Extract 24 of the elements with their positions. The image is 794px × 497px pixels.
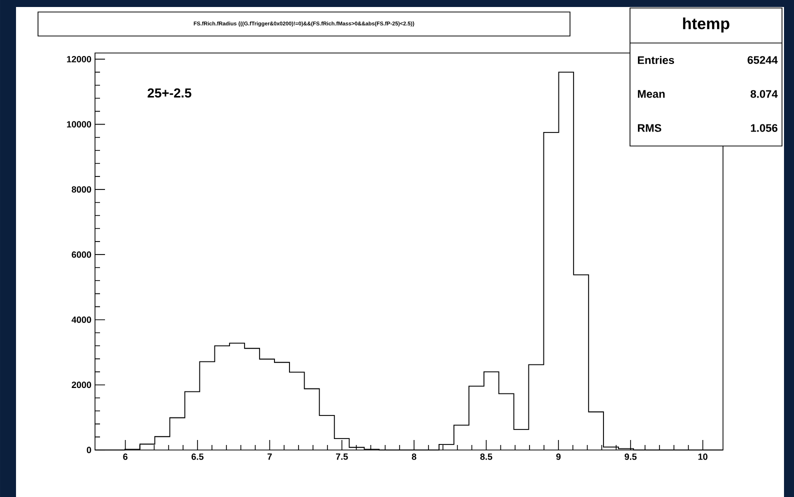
x-tick-label: 7 xyxy=(268,454,272,460)
text: 1.056 xyxy=(750,124,778,132)
text: 65244 xyxy=(748,56,778,64)
x-tick-label: 8 xyxy=(412,454,416,460)
y-tick-label: 0 xyxy=(86,446,92,454)
x-tick-label: 6.5 xyxy=(192,454,204,460)
y-tick-label: 12000 xyxy=(67,56,92,62)
y-tick-label: 6000 xyxy=(72,251,92,258)
x-tick-label: 7.5 xyxy=(336,454,348,460)
annotation: RMS xyxy=(638,124,662,132)
y-tick-label: 10000 xyxy=(67,121,92,128)
annotation: Entries xyxy=(638,56,674,64)
x-tick-label: 9.5 xyxy=(624,454,637,460)
annotation: Mean xyxy=(638,90,665,98)
x-tick-label: 6 xyxy=(123,454,128,460)
annotation: 25+-2.5 xyxy=(148,88,192,98)
y-tick-label: 4000 xyxy=(72,316,92,323)
x-tick-label: 8.5 xyxy=(480,454,492,460)
text: htemp xyxy=(683,18,730,32)
x-tick-label: 10 xyxy=(698,454,708,460)
y-tick-label: 2000 xyxy=(72,382,92,388)
y-tick-label: 8000 xyxy=(72,186,92,193)
text: 8.074 xyxy=(750,90,778,98)
x-tick-label: 9 xyxy=(556,454,561,460)
